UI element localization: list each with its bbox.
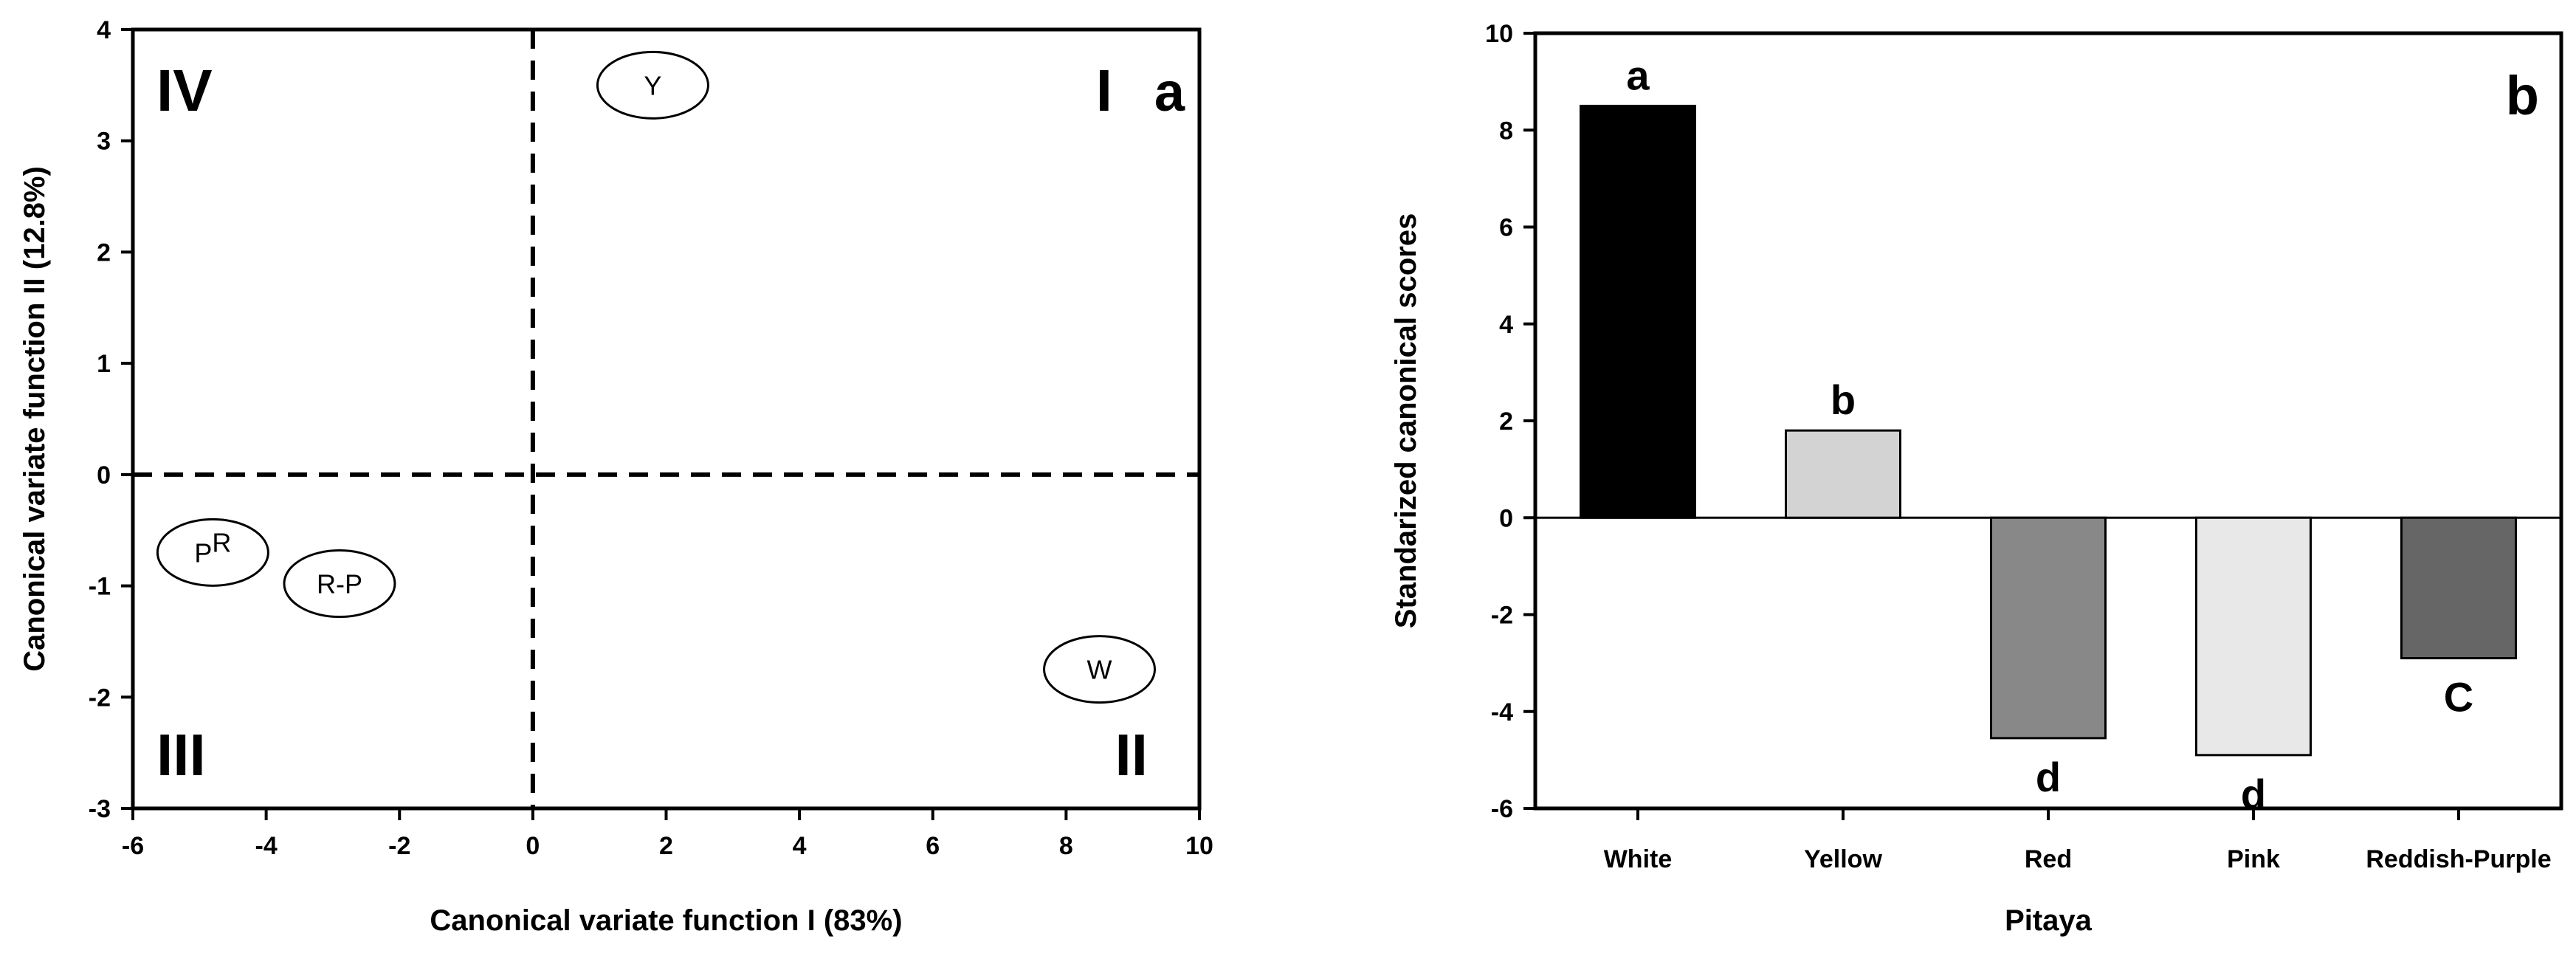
panel-a-plot-frame — [131, 27, 1202, 811]
panel-b-y-ticks: -6 -4 -2 0 2 4 6 8 10 — [1485, 20, 1535, 823]
panel-b-y-tick-label: 10 — [1485, 20, 1513, 48]
panel-a-y-axis-title: Canonical variate function II (12.8%) — [18, 166, 51, 672]
data-point-label: Y — [644, 70, 661, 100]
data-point-label: PR — [194, 527, 231, 568]
panel-a-y-tick-label: -1 — [89, 573, 111, 601]
panel-a-x-axis-title: Canonical variate function I (83%) — [430, 904, 902, 937]
panel-a-y-tick-label: 0 — [97, 461, 111, 489]
panel-b-y-tick-label: 6 — [1499, 214, 1513, 242]
panel-a-x-ticks: -6 -4 -2 0 2 4 6 8 10 — [122, 808, 1213, 860]
quadrant-label-iii: III — [156, 722, 206, 788]
panel-a-y-tick-label: 4 — [97, 16, 111, 44]
category-label: Red — [2025, 845, 2072, 873]
data-point-ellipse — [1043, 635, 1157, 704]
panel-b-y-axis-title: Standarized canonical scores — [1390, 213, 1422, 628]
panel-a-y-tick-label: 2 — [97, 238, 111, 267]
data-point: R-P — [283, 549, 396, 619]
panel-a-x-tick-label: -4 — [255, 832, 278, 860]
data-point-label: W — [1087, 655, 1112, 685]
significance-label: b — [1831, 377, 1856, 423]
panel-b-y-tick-label: 8 — [1499, 117, 1513, 145]
panel-b-label: b — [2506, 65, 2539, 126]
quadrant-label-ii: II — [1115, 722, 1148, 788]
quadrant-label-iv: IV — [156, 58, 213, 123]
panel-a-scatter: -6 -4 -2 0 2 4 6 8 10 -3 -2 -1 0 1 2 3 4 Y W R-P PR IV I I… — [18, 16, 1213, 937]
significance-label: d — [2036, 754, 2061, 800]
panel-b-y-tick-label: -4 — [1491, 698, 1513, 726]
data-point: Y — [596, 50, 709, 120]
panel-a-x-tick-label: 10 — [1185, 832, 1213, 860]
panel-a-x-tick-label: 8 — [1059, 832, 1073, 860]
category-label: Pink — [2227, 845, 2280, 873]
panel-a-x-tick-label: 6 — [926, 832, 940, 860]
bar-yellow — [1785, 429, 1901, 519]
data-point-ellipse — [156, 518, 269, 587]
panel-a-points: Y W R-P PR — [156, 50, 1157, 704]
category-label: White — [1604, 845, 1673, 873]
data-point-ellipse — [283, 549, 396, 619]
significance-label: a — [1626, 52, 1650, 98]
panel-a-y-tick-label: -3 — [89, 795, 111, 823]
panel-a-x-tick-label: 4 — [793, 832, 807, 860]
panel-b-y-tick-label: -6 — [1491, 795, 1513, 823]
significance-label: C — [2444, 674, 2473, 721]
panel-b-y-tick-label: 4 — [1499, 311, 1513, 339]
data-point: W — [1043, 635, 1157, 704]
panel-a-label: a — [1154, 61, 1185, 123]
panel-a-y-tick-label: -2 — [89, 684, 111, 712]
panel-a-y-ticks: -3 -2 -1 0 1 2 3 4 — [89, 16, 133, 823]
category-label: Reddish-Purple — [2366, 845, 2551, 873]
panel-b-y-tick-label: 0 — [1499, 504, 1513, 532]
bar-white — [1580, 104, 1696, 519]
panel-a-x-tick-label: 2 — [659, 832, 673, 860]
category-label: Yellow — [1804, 845, 1882, 873]
bar-pink — [2195, 516, 2312, 757]
panel-a-y-tick-label: 3 — [97, 128, 111, 156]
panel-b-y-tick-label: -2 — [1491, 602, 1513, 630]
bar-red — [1990, 516, 2107, 740]
panel-b-y-tick-label: 2 — [1499, 408, 1513, 436]
panel-a-x-tick-label: -6 — [122, 832, 144, 860]
panel-a-x-tick-label: -2 — [388, 832, 410, 860]
data-point-ellipse — [596, 50, 709, 120]
quadrant-label-i: I — [1096, 58, 1112, 123]
data-point: PR — [156, 518, 269, 587]
panel-a-x-tick-label: 0 — [526, 832, 540, 860]
bar-reddish-purple — [2400, 516, 2517, 660]
panel-a-y-tick-label: 1 — [97, 350, 111, 378]
data-point-label: R-P — [317, 569, 362, 599]
panel-b-x-axis-title: Pitaya — [2005, 904, 2093, 937]
